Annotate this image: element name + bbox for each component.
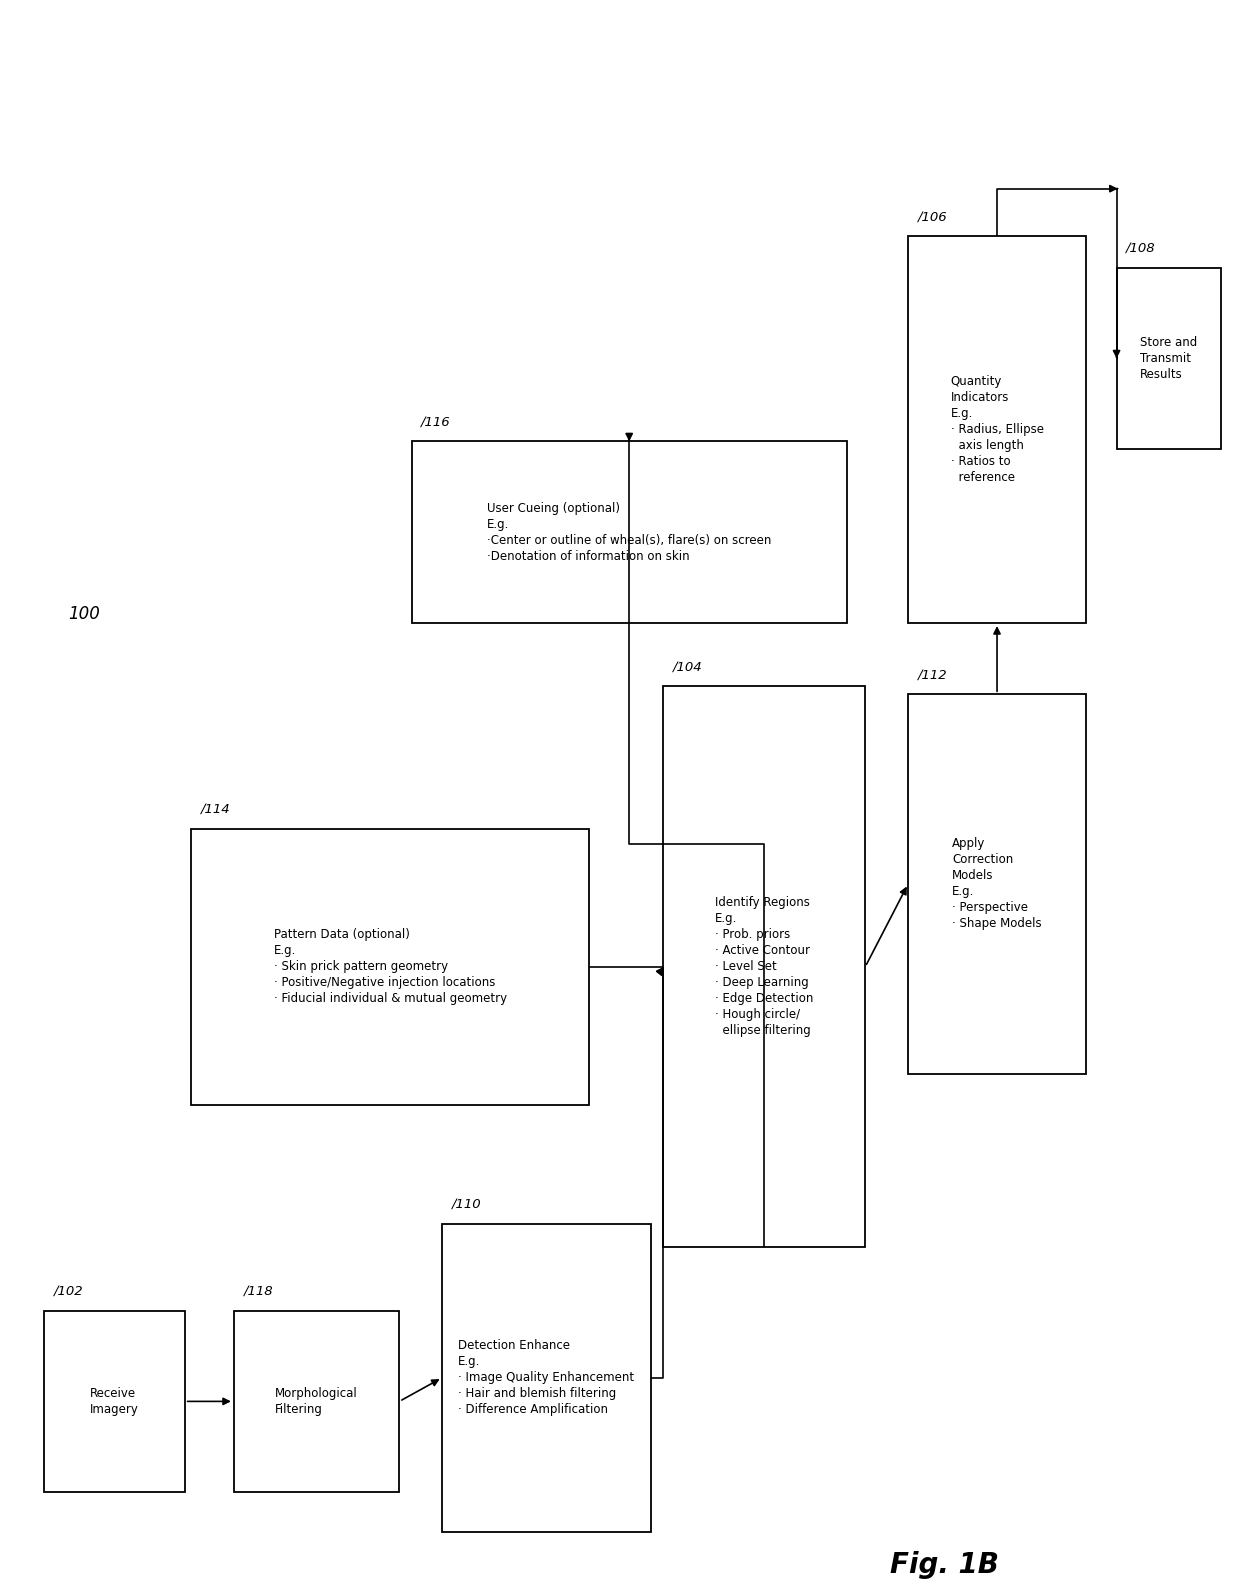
Text: ∕114: ∕114: [201, 803, 231, 816]
Text: Quantity
Indicators
E.g.
· Radius, Ellipse
  axis length
· Ratios to
  reference: Quantity Indicators E.g. · Radius, Ellip…: [951, 375, 1044, 485]
Text: ∕102: ∕102: [53, 1285, 83, 1298]
Text: Identify Regions
E.g.
· Prob. priors
· Active Contour
· Level Set
· Deep Learnin: Identify Regions E.g. · Prob. priors · A…: [715, 896, 813, 1038]
FancyBboxPatch shape: [908, 236, 1086, 623]
Text: Morphological
Filtering: Morphological Filtering: [275, 1387, 358, 1415]
Text: User Cueing (optional)
E.g.
·Center or outline of wheal(s), flare(s) on screen
·: User Cueing (optional) E.g. ·Center or o…: [487, 502, 771, 563]
Text: ∕118: ∕118: [243, 1285, 273, 1298]
Text: Pattern Data (optional)
E.g.
· Skin prick pattern geometry
· Positive/Negative i: Pattern Data (optional) E.g. · Skin pric…: [274, 928, 507, 1006]
Text: ∕108: ∕108: [1126, 242, 1156, 255]
FancyBboxPatch shape: [908, 695, 1086, 1073]
Text: Store and
Transmit
Results: Store and Transmit Results: [1140, 336, 1198, 381]
Text: Fig. 1B: Fig. 1B: [890, 1551, 998, 1580]
Text: 100: 100: [68, 606, 100, 623]
FancyBboxPatch shape: [191, 829, 589, 1105]
Text: ∕106: ∕106: [918, 210, 947, 223]
Text: Receive
Imagery: Receive Imagery: [89, 1387, 139, 1415]
Text: Detection Enhance
E.g.
· Image Quality Enhancement
· Hair and blemish filtering
: Detection Enhance E.g. · Image Quality E…: [459, 1339, 635, 1415]
FancyBboxPatch shape: [43, 1310, 185, 1492]
Text: ∕112: ∕112: [918, 668, 947, 682]
Text: Apply
Correction
Models
E.g.
· Perspective
· Shape Models: Apply Correction Models E.g. · Perspecti…: [952, 837, 1042, 931]
FancyBboxPatch shape: [1116, 268, 1221, 450]
Text: ∕104: ∕104: [673, 662, 702, 674]
FancyBboxPatch shape: [412, 442, 847, 623]
FancyBboxPatch shape: [234, 1310, 399, 1492]
FancyBboxPatch shape: [443, 1224, 651, 1532]
Text: ∕110: ∕110: [453, 1199, 481, 1211]
Text: ∕116: ∕116: [422, 416, 451, 429]
FancyBboxPatch shape: [663, 687, 866, 1248]
